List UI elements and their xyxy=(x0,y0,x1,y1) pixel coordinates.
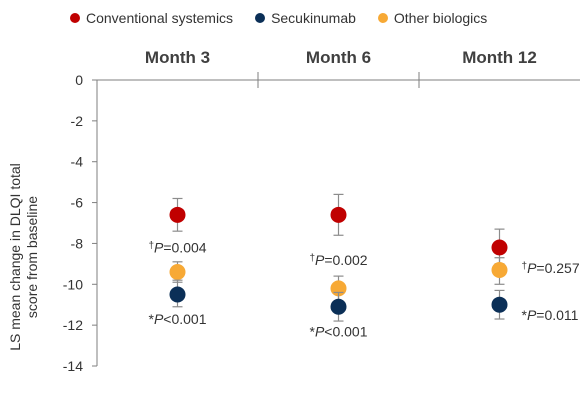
p-value-annotation: *P<0.001 xyxy=(309,323,367,339)
legend-label: Secukinumab xyxy=(271,10,356,26)
data-point xyxy=(169,264,186,281)
legend-label: Other biologics xyxy=(393,10,488,26)
legend-item-other-biologics: Other biologics xyxy=(377,10,488,26)
legend-item-secukinumab: Secukinumab xyxy=(255,10,356,26)
legend-dot-icon xyxy=(255,13,266,23)
data-point xyxy=(330,298,347,315)
legend-label: Conventional systemics xyxy=(86,10,234,26)
category-label: Month 12 xyxy=(462,48,537,67)
category-label: Month 3 xyxy=(145,48,210,67)
y-tick-label: -12 xyxy=(63,317,83,333)
y-tick-label: -14 xyxy=(63,358,83,374)
data-point xyxy=(491,261,508,278)
data-point xyxy=(169,286,186,303)
p-value-annotation: *P=0.011 xyxy=(522,307,579,323)
p-value-annotation: †P=0.002 xyxy=(309,252,367,268)
category-label: Month 6 xyxy=(306,48,371,67)
p-value-annotation: †P=0.257 xyxy=(522,260,580,276)
data-point xyxy=(491,239,508,256)
y-tick-label: -10 xyxy=(63,276,83,292)
y-tick-label: -6 xyxy=(71,195,84,211)
legend-dot-icon xyxy=(70,13,80,23)
p-value-annotation: †P=0.004 xyxy=(148,240,206,256)
legend: Conventional systemics Secukinumab Other… xyxy=(70,10,487,26)
data-point xyxy=(491,296,508,313)
data-point xyxy=(330,206,347,223)
p-value-annotation: *P<0.001 xyxy=(148,311,206,327)
y-tick-label: -8 xyxy=(71,235,84,251)
legend-dot-icon xyxy=(377,13,388,23)
y-tick-label: 0 xyxy=(75,72,83,88)
y-tick-label: -4 xyxy=(71,154,84,170)
legend-item-conventional-systemics: Conventional systemics xyxy=(70,10,233,26)
y-tick-label: -2 xyxy=(71,113,84,129)
data-point xyxy=(169,206,186,223)
